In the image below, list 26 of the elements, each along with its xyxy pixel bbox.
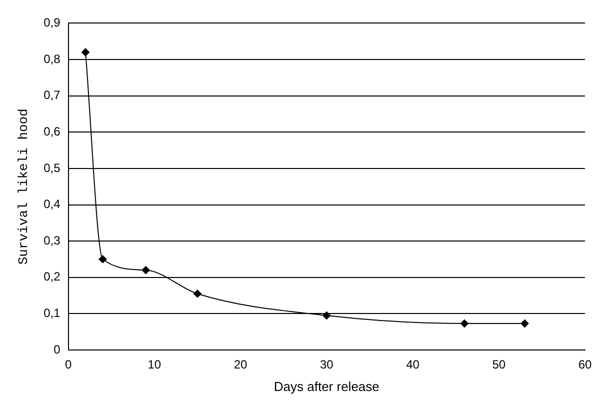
y-tick-label: 0	[54, 342, 61, 356]
x-tick-label: 60	[578, 358, 592, 372]
y-tick-label: 0,3	[44, 233, 61, 248]
y-axis-title: Survival likeli hood	[16, 108, 32, 265]
y-tick-label: 0,8	[44, 52, 61, 66]
point	[460, 319, 468, 328]
x-tick-label: 10	[148, 358, 162, 372]
point	[82, 48, 90, 56]
y-tick-label: 0,2	[44, 270, 61, 284]
point	[193, 290, 202, 298]
x-tick-label: 30	[320, 358, 334, 372]
y-tick-label: 0,1	[44, 306, 61, 320]
point	[322, 312, 331, 320]
point	[520, 319, 529, 328]
x-tick-label: 20	[234, 358, 248, 372]
y-tick-label: 0,5	[44, 160, 61, 175]
x-tick-label: 0	[64, 358, 72, 372]
x-tick-label: 40	[406, 358, 420, 372]
point	[98, 255, 107, 264]
y-tick-label: 0,6	[44, 124, 61, 138]
x-tick-label: 50	[492, 358, 506, 372]
point	[142, 266, 150, 274]
y-tick-label: 0,7	[44, 88, 61, 102]
x-axis-title: Days after release	[274, 378, 380, 394]
y-tick-label: 0,9	[44, 16, 61, 30]
y-tick-label: 0,4	[44, 197, 61, 212]
